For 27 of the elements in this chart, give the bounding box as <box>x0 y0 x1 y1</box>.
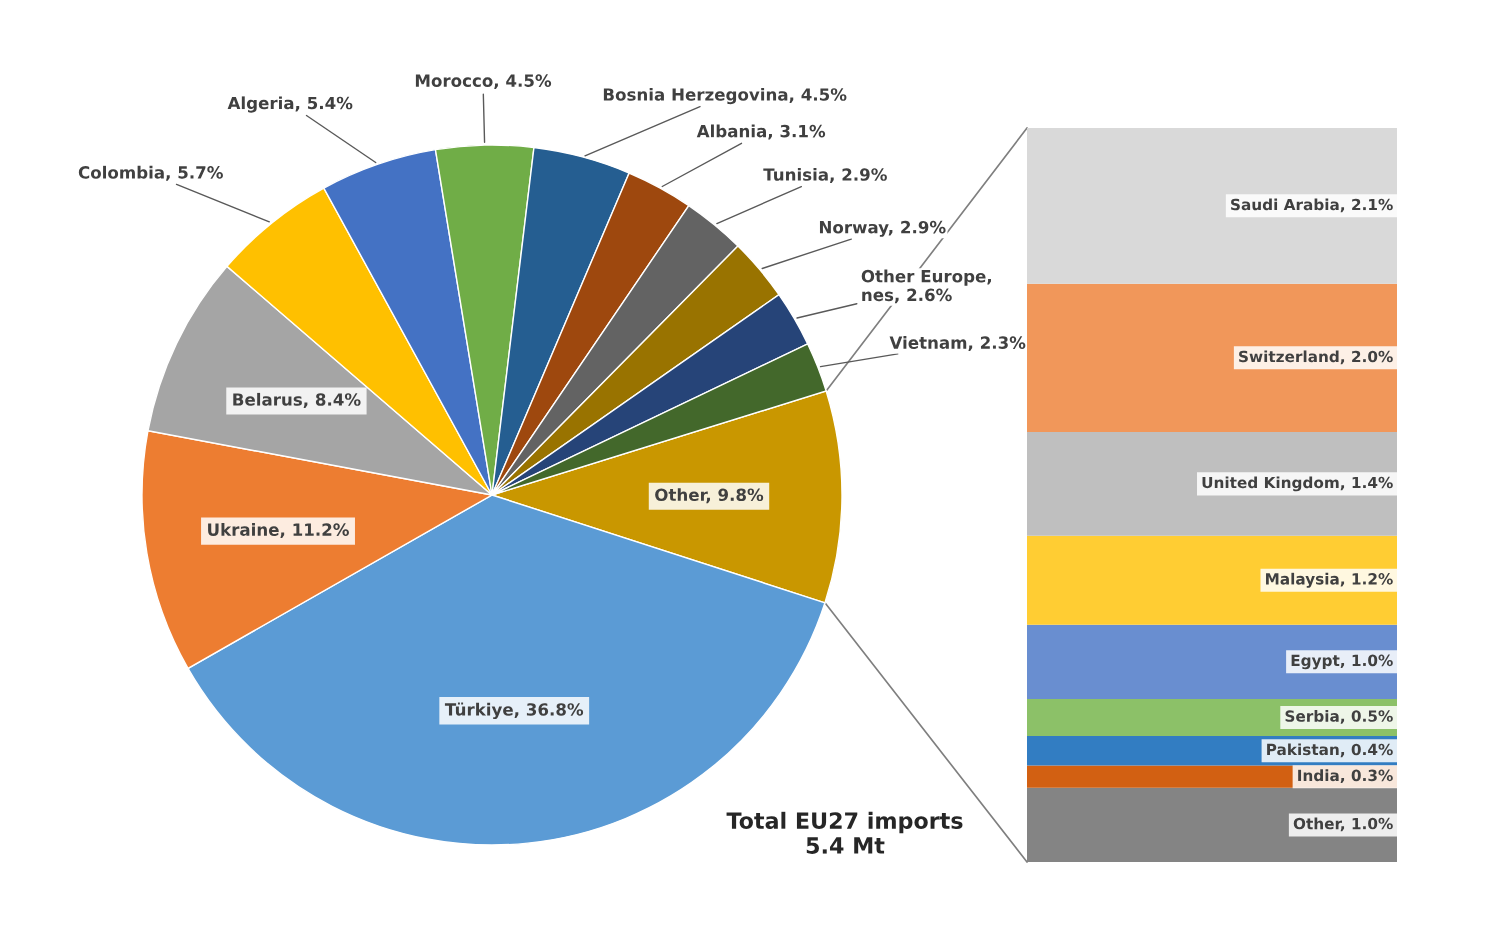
slice-label: Bosnia Herzegovina, 4.5% <box>603 87 847 105</box>
bar <box>1027 624 1397 699</box>
slice-label: Belarus, 8.4% <box>233 392 361 408</box>
slice-label: Other Europe, nes, 2.6% <box>861 269 991 304</box>
data-label: Saudi Arabia, 2.1% <box>1231 198 1393 213</box>
slice-label: Colombia, 5.7% <box>78 165 223 181</box>
data-label: Switzerland, 2.0% <box>1239 350 1393 365</box>
data-label: Egypt, 1.0% <box>1291 654 1393 670</box>
slice-label: Other, 9.8% <box>655 488 764 504</box>
data-label: Other, 1.0% <box>1293 817 1393 832</box>
data-label: United Kingdom, 1.4% <box>1202 476 1393 492</box>
slice-label: Tunisia, 2.9% <box>763 167 887 183</box>
slice-label: Ukraine, 11.2% <box>208 523 349 539</box>
text: Total EU27 imports 5.4 Mt <box>726 811 963 854</box>
bar <box>1027 535 1397 625</box>
slice-label: Norway, 2.9% <box>819 220 946 237</box>
bar <box>1027 128 1397 284</box>
data-label: India, 0.3% <box>1298 769 1393 784</box>
data-label: Serbia, 0.5% <box>1285 710 1393 724</box>
slice-label: Albania, 3.1% <box>696 124 826 140</box>
slice-label: Morocco, 4.5% <box>415 74 552 90</box>
data-label: Malaysia, 1.2% <box>1266 572 1393 588</box>
bar <box>1027 283 1397 432</box>
slice-label: Türkiye, 36.8% <box>444 702 584 720</box>
slice-label: Vietnam, 2.3% <box>889 336 1026 352</box>
data-label: Pakistan, 0.4% <box>1267 743 1393 758</box>
slice-label: Algeria, 5.4% <box>227 96 353 113</box>
